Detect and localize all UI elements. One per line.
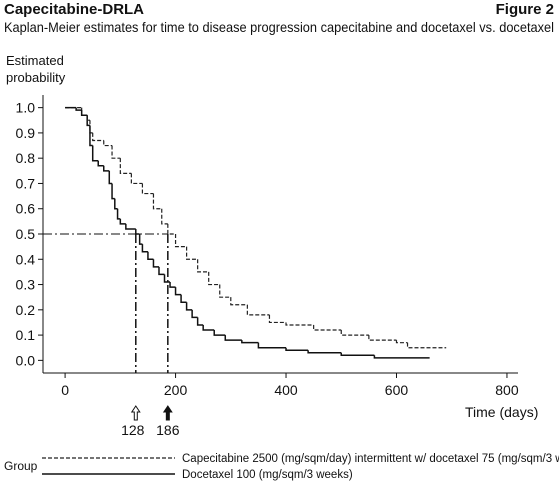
y-tick-label: 1.0 xyxy=(16,100,36,116)
x-tick-label: 0 xyxy=(61,382,69,398)
y-tick-label: 0.0 xyxy=(16,352,36,368)
km-step xyxy=(180,294,187,303)
km-step xyxy=(213,330,226,336)
km-step xyxy=(86,115,90,127)
x-tick-label: 400 xyxy=(274,382,298,398)
y-tick-label: 0.5 xyxy=(16,226,36,242)
km-step xyxy=(167,223,176,235)
km-step xyxy=(92,132,104,142)
km-step xyxy=(373,355,430,359)
km-step xyxy=(89,125,93,147)
median-arrow xyxy=(162,405,173,421)
km-step xyxy=(161,208,168,225)
x-tick-label: 800 xyxy=(495,382,519,398)
x-tick-label: 600 xyxy=(385,382,409,398)
km-step xyxy=(246,304,270,316)
chart-title: Capecitabine-DRLA xyxy=(4,1,144,18)
km-step xyxy=(119,158,132,174)
km-step xyxy=(174,287,182,296)
km-step xyxy=(395,340,408,344)
x-axis-label: Time (days) xyxy=(465,404,538,420)
km-step xyxy=(174,234,187,248)
km-step xyxy=(268,314,287,324)
km-step xyxy=(307,350,342,354)
km-step xyxy=(116,208,121,220)
y-tick-label: 0.3 xyxy=(16,277,36,293)
km-step xyxy=(141,183,154,195)
km-step xyxy=(152,193,162,210)
km-step xyxy=(285,322,314,326)
km-step xyxy=(75,107,82,111)
km-step xyxy=(169,282,176,288)
legend-label: Capecitabine 2500 (mg/sqm/day) intermitt… xyxy=(182,453,559,465)
km-step xyxy=(340,330,369,336)
km-step xyxy=(158,266,165,276)
km-step xyxy=(340,352,375,357)
km-step xyxy=(219,284,231,298)
km-step xyxy=(141,244,148,253)
km-step xyxy=(257,342,287,349)
km-step xyxy=(197,259,209,273)
km-step xyxy=(81,107,88,116)
y-tick-label: 0.7 xyxy=(16,175,36,191)
x-tick-label: 200 xyxy=(164,382,188,398)
km-step xyxy=(285,347,309,352)
km-step xyxy=(202,324,215,331)
km-step xyxy=(114,198,118,210)
km-step xyxy=(97,160,104,167)
km-step xyxy=(368,335,397,341)
km-step xyxy=(191,309,198,319)
km-step xyxy=(241,340,259,344)
km-step xyxy=(147,251,154,261)
legend-title: Group xyxy=(4,459,38,473)
y-tick-label: 0.9 xyxy=(16,125,36,141)
km-step xyxy=(230,297,248,306)
km-step xyxy=(313,324,342,331)
figure-label: Figure 2 xyxy=(496,1,554,18)
km-step xyxy=(108,170,113,185)
km-step xyxy=(196,317,204,326)
km-step xyxy=(186,246,198,260)
km-step xyxy=(103,140,113,147)
median-arrow xyxy=(130,405,141,421)
km-step xyxy=(135,228,140,235)
km-step xyxy=(125,223,136,230)
km-step xyxy=(163,274,171,283)
legend-label: Docetaxel 100 (mg/sqm/3 weeks) xyxy=(182,469,353,481)
y-tick-label: 0.4 xyxy=(16,251,36,267)
km-step xyxy=(138,234,143,245)
chart-subtitle: Kaplan-Meier estimates for time to disea… xyxy=(4,19,554,35)
y-tick-label: 0.1 xyxy=(16,327,36,343)
km-step xyxy=(130,173,143,185)
km-step xyxy=(111,145,121,159)
km-step xyxy=(152,259,159,268)
km-step xyxy=(103,165,110,172)
km-step xyxy=(80,110,88,116)
km-step xyxy=(119,218,126,225)
y-tick-label: 0.6 xyxy=(16,201,36,217)
km-step xyxy=(91,145,99,162)
km-step xyxy=(208,271,220,286)
median-label: 186 xyxy=(156,422,180,438)
median-label: 128 xyxy=(121,422,145,438)
y-tick-label: 0.8 xyxy=(16,150,36,166)
km-step xyxy=(111,183,115,200)
y-axis-label: Estimated probability xyxy=(6,53,66,85)
km-step xyxy=(406,342,447,349)
y-tick-label: 0.2 xyxy=(16,302,36,318)
km-step xyxy=(224,335,242,341)
km-step xyxy=(185,302,193,311)
